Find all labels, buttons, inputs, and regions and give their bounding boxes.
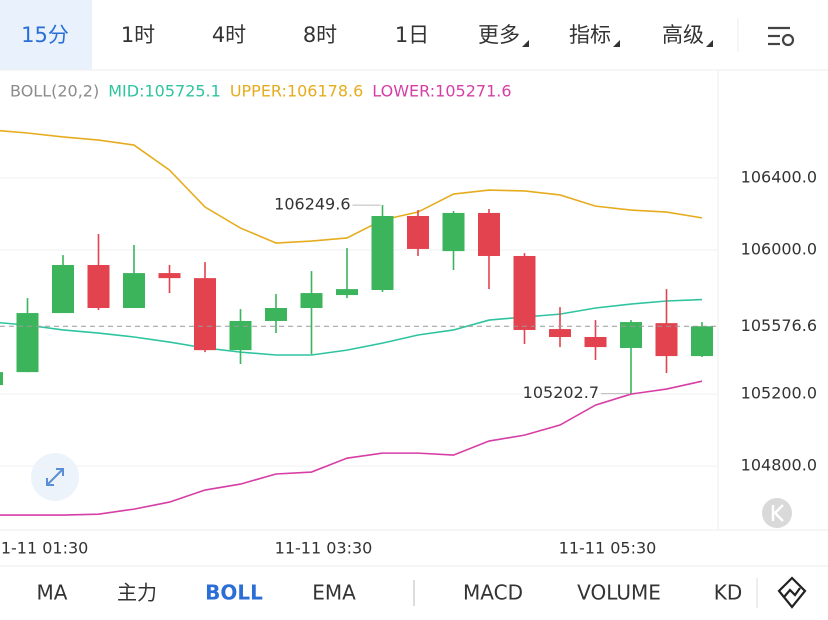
low-label: 105202.7 (523, 383, 599, 402)
indicator-tab[interactable]: BOLL (205, 581, 263, 605)
candle-body (16, 313, 39, 373)
draw-tool-icon[interactable] (777, 576, 807, 609)
timeframe-tab[interactable]: 指标 (569, 23, 611, 47)
timeframe-tab[interactable]: 4时 (212, 23, 246, 47)
candle-body (655, 323, 678, 357)
candle-body (300, 293, 323, 309)
band-line (0, 129, 703, 244)
y-tick-label: 105200.0 (741, 384, 817, 403)
expand-button[interactable] (31, 453, 79, 501)
tab-selected-bg (0, 0, 92, 70)
indicator-legend: BOLL(20,2) (10, 82, 99, 101)
indicator-legend: MID:105725.1 (108, 82, 221, 101)
indicator-legend: UPPER:106178.6 (230, 82, 363, 101)
timeframe-tab[interactable]: 更多 (478, 23, 520, 47)
indicator-tab[interactable]: VOLUME (577, 581, 661, 605)
candle-body (549, 329, 571, 337)
timeframe-tab[interactable]: 1日 (395, 23, 429, 47)
candle-body (158, 273, 181, 279)
x-tick-label: 11-11 01:30 (0, 539, 88, 558)
candle-body (52, 264, 74, 314)
candle-body (478, 212, 500, 256)
candle-body (336, 289, 358, 296)
indicator-tab[interactable]: KD (714, 581, 743, 605)
indicator-tab[interactable]: MACD (463, 581, 523, 605)
candle-body (371, 216, 394, 291)
timeframe-tab[interactable]: 8时 (303, 23, 337, 47)
y-tick-label: 104800.0 (741, 456, 817, 475)
candle-body (407, 216, 429, 249)
timeframe-tab[interactable]: 1时 (121, 23, 155, 47)
indicator-tab[interactable]: EMA (312, 581, 356, 605)
candle-body (513, 255, 536, 330)
indicator-tab[interactable]: MA (37, 581, 68, 605)
candle-body (265, 308, 287, 321)
reset-button[interactable] (762, 498, 792, 528)
band-line (0, 380, 703, 516)
candle-body (620, 322, 642, 348)
candle-body (123, 273, 145, 309)
candle-body (691, 326, 713, 357)
dropdown-caret (613, 40, 620, 47)
y-tick-label: 106400.0 (741, 168, 817, 187)
candle-body (584, 336, 607, 348)
timeframe-tab[interactable]: 15分 (21, 23, 69, 47)
timeframe-tab[interactable]: 高级 (662, 23, 704, 47)
candle-body (0, 372, 3, 386)
candle-body (442, 212, 465, 252)
candle-body (194, 278, 216, 351)
high-label: 106249.6 (274, 195, 350, 214)
dropdown-caret (706, 40, 713, 47)
candle-body (229, 320, 252, 351)
dropdown-caret (522, 40, 529, 47)
band-line (0, 298, 703, 356)
indicator-legend: LOWER:105271.6 (372, 82, 511, 101)
candle-body (87, 264, 110, 309)
plot-area (0, 129, 718, 516)
settings-icon[interactable] (768, 26, 795, 47)
indicator-tab[interactable]: 主力 (117, 581, 157, 605)
last-price-label: 105576.6 (741, 316, 817, 335)
x-tick-label: 11-11 05:30 (559, 539, 657, 558)
x-tick-label: 11-11 03:30 (275, 539, 373, 558)
y-tick-label: 106000.0 (741, 240, 817, 259)
